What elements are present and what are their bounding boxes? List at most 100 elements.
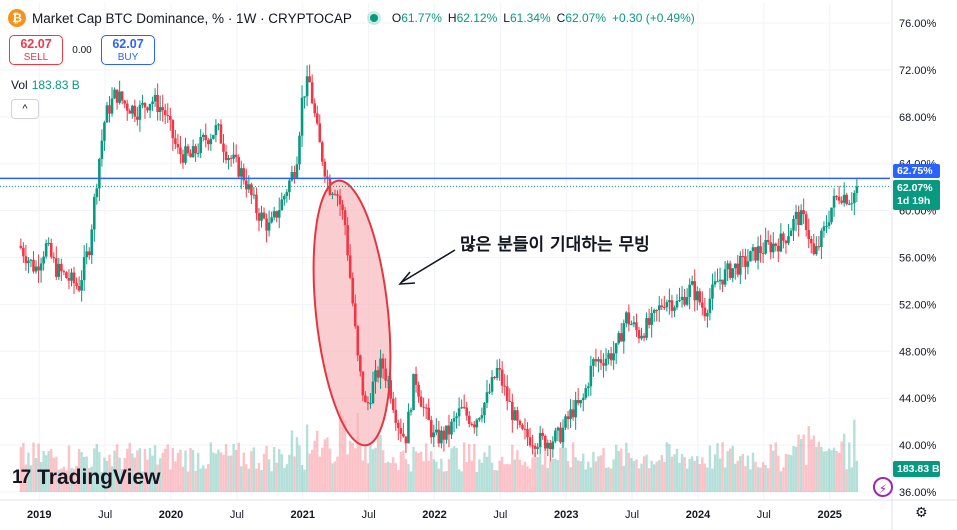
volume-bar xyxy=(820,446,823,492)
volume-bar xyxy=(812,435,815,492)
candle-body xyxy=(728,263,732,278)
x-tick-label: Jul xyxy=(98,509,112,521)
volume-bar xyxy=(645,454,648,492)
volume-bar xyxy=(57,469,61,492)
candle-body xyxy=(207,140,210,145)
candle-body xyxy=(158,107,162,113)
volume-bar xyxy=(617,450,620,492)
candle-body xyxy=(427,407,431,421)
candle-body xyxy=(298,135,301,165)
candle-body xyxy=(318,123,322,143)
candle-body xyxy=(855,186,859,193)
candle-body xyxy=(67,278,71,281)
volume-bar xyxy=(105,460,109,492)
candle-body xyxy=(782,233,785,241)
candle-body xyxy=(478,418,481,420)
volume-bar xyxy=(128,442,131,492)
volume-bar xyxy=(533,452,537,492)
volume-bar xyxy=(668,443,671,492)
settings-gear-icon[interactable]: ⚙ xyxy=(915,504,928,520)
lightning-icon[interactable]: ⚡ xyxy=(873,477,893,497)
candle-body xyxy=(168,115,172,121)
volume-bar xyxy=(632,461,636,492)
candle-body xyxy=(784,240,788,244)
highlight-ellipse[interactable] xyxy=(302,177,401,449)
candle-body xyxy=(759,246,762,253)
candle-body xyxy=(764,240,767,254)
candle-body xyxy=(32,259,35,272)
candle-body xyxy=(706,312,709,317)
volume-bar xyxy=(341,416,344,492)
volume-bar xyxy=(333,461,337,492)
candle-body xyxy=(346,225,349,256)
volume-bar xyxy=(587,461,590,492)
candle-body xyxy=(100,140,104,160)
candle-body xyxy=(736,263,740,275)
tradingview-logo[interactable]: 17 TradingView xyxy=(12,466,161,489)
volume-bar xyxy=(260,470,263,492)
candle-body xyxy=(419,396,423,407)
candle-body xyxy=(343,210,347,226)
volume-bar xyxy=(232,443,235,492)
volume-bar xyxy=(564,447,567,492)
annotation-arrow[interactable] xyxy=(401,249,456,283)
symbol-title[interactable]: Market Cap BTC Dominance, % · 1W · CRYPT… xyxy=(32,10,352,26)
x-tick-label: 2020 xyxy=(159,509,183,521)
candle-body xyxy=(384,368,387,381)
volume-bar xyxy=(521,465,524,492)
collapse-legend-button[interactable]: ^ xyxy=(11,99,39,119)
candle-body xyxy=(44,243,48,257)
volume-bar xyxy=(792,445,795,492)
volume-bar xyxy=(270,471,273,492)
volume-bar xyxy=(437,468,441,492)
volume-bar xyxy=(602,447,605,492)
candle-body xyxy=(678,299,681,301)
candle-body xyxy=(526,429,529,438)
candle-body xyxy=(341,204,344,211)
volume-bar xyxy=(290,430,294,492)
volume-bar xyxy=(169,469,172,492)
candle-body xyxy=(315,113,319,124)
candle-body xyxy=(376,370,380,378)
volume-bar xyxy=(118,457,121,492)
candle-body xyxy=(675,300,679,308)
spread-value: 0.00 xyxy=(72,44,92,56)
volume-bar xyxy=(739,456,742,492)
volume-bar xyxy=(272,447,276,492)
volume-bar xyxy=(549,461,552,492)
volume-bar xyxy=(703,463,707,492)
candle-body xyxy=(647,318,651,325)
bitcoin-icon: ₿ xyxy=(8,9,26,27)
volume-bar xyxy=(551,458,555,492)
candle-body xyxy=(105,105,109,123)
candle-body xyxy=(189,153,192,158)
sell-button[interactable]: 62.07 SELL xyxy=(9,35,63,65)
candle-body xyxy=(27,260,30,264)
candle-body xyxy=(163,110,167,116)
volume-bar xyxy=(240,466,243,492)
volume-bar xyxy=(832,447,836,492)
volume-bar xyxy=(283,467,286,492)
buy-button[interactable]: 62.07 BUY xyxy=(101,35,155,65)
candle-body xyxy=(62,271,66,273)
candle-body xyxy=(739,256,742,275)
candle-body xyxy=(275,211,279,218)
candle-body xyxy=(513,410,517,421)
volume-bar xyxy=(460,471,463,492)
volume-bar xyxy=(807,426,810,492)
candle-body xyxy=(265,218,268,231)
candle-body xyxy=(133,105,137,117)
candle-body xyxy=(711,284,714,299)
candle-body xyxy=(640,335,643,339)
volume-bar xyxy=(473,443,476,492)
annotation-text: 많은 분들이 기대하는 무빙 xyxy=(460,235,650,255)
candle-body xyxy=(201,135,205,137)
candle-body xyxy=(232,154,235,159)
volume-bar xyxy=(675,448,679,492)
candle-body xyxy=(290,172,294,181)
candle-body xyxy=(118,91,121,103)
candle-body xyxy=(822,226,826,231)
candle-body xyxy=(718,279,722,282)
candle-body xyxy=(80,280,83,291)
